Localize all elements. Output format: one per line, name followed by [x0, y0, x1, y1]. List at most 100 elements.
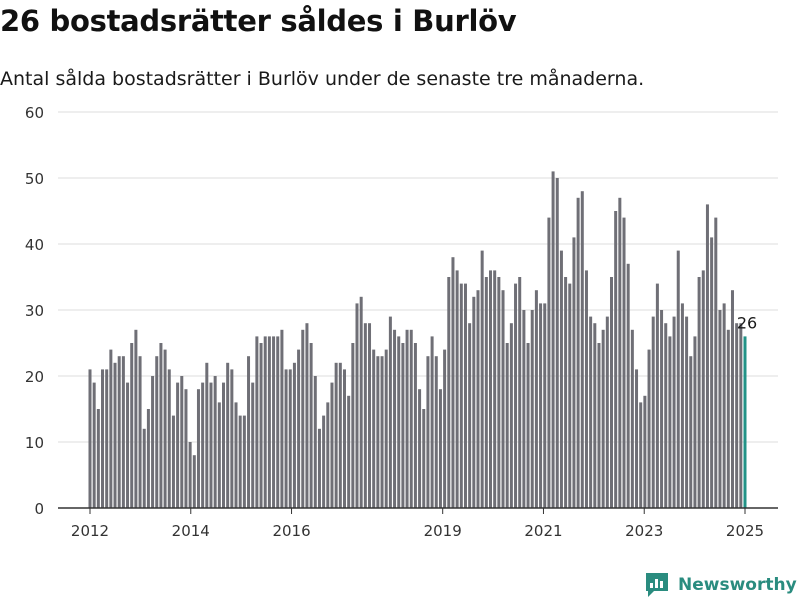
bar-chart: 0 10 20 30 40 50 60 26 2012 2014 2016 2019 2021 2023 2…: [25, 104, 778, 540]
bar: [564, 277, 568, 508]
bar: [384, 349, 388, 508]
x-tick-label: 2021: [524, 522, 562, 540]
bar: [514, 283, 518, 508]
bar: [714, 217, 718, 508]
bar: [88, 369, 92, 508]
bar: [155, 356, 159, 508]
newsworthy-logo: Newsworthy: [644, 570, 797, 600]
bar: [505, 343, 509, 508]
bar: [117, 356, 121, 508]
x-tick-label: 2025: [726, 522, 764, 540]
y-tick-label: 40: [25, 236, 44, 254]
bar: [397, 336, 401, 508]
bar: [730, 290, 734, 508]
newsworthy-logo-text: Newsworthy: [678, 575, 797, 595]
bar: [242, 415, 246, 508]
bar: [201, 382, 205, 508]
bar: [196, 389, 200, 508]
bar: [455, 270, 459, 508]
bar: [151, 376, 155, 508]
bar: [355, 303, 359, 508]
bar: [263, 336, 267, 508]
x-tick-label: 2023: [625, 522, 663, 540]
bar: [647, 349, 651, 508]
bar: [589, 316, 593, 508]
bar: [180, 376, 184, 508]
bar: [376, 356, 380, 508]
bar: [126, 382, 130, 508]
bar: [459, 283, 463, 508]
bar: [534, 290, 538, 508]
bar: [351, 343, 355, 508]
bar: [272, 336, 276, 508]
bar: [247, 356, 251, 508]
bar: [572, 237, 576, 508]
bar: [639, 402, 643, 508]
bar: [605, 316, 609, 508]
bar: [305, 323, 309, 508]
bar: [693, 336, 697, 508]
bar: [330, 382, 334, 508]
x-tick-label: 2016: [272, 522, 310, 540]
bar: [576, 197, 580, 509]
bar: [630, 329, 634, 508]
x-tick-label: 2019: [424, 522, 462, 540]
bar: [92, 382, 96, 508]
y-tick-label: 50: [25, 170, 44, 188]
bar: [372, 349, 376, 508]
bar: [209, 382, 213, 508]
bar: [584, 270, 588, 508]
bar: [618, 197, 622, 509]
bar: [130, 343, 134, 508]
bar: [188, 442, 192, 508]
bar: [484, 277, 488, 508]
bar: [451, 257, 455, 508]
y-tick-label: 20: [25, 368, 44, 386]
bar: [593, 323, 597, 508]
bar: [489, 270, 493, 508]
bar: [167, 369, 171, 508]
bar: [422, 409, 426, 508]
bar: [176, 382, 180, 508]
bar: [213, 376, 217, 508]
bar: [234, 402, 238, 508]
bar: [109, 349, 113, 508]
bar: [255, 336, 259, 508]
bar: [347, 395, 351, 508]
bar: [468, 323, 472, 508]
bar: [705, 204, 709, 508]
bar: [472, 296, 476, 508]
y-tick-label: 0: [34, 500, 44, 518]
bar: [317, 428, 321, 508]
bar: [409, 329, 413, 508]
bar: [434, 356, 438, 508]
bar: [680, 303, 684, 508]
bar: [134, 329, 138, 508]
bar: [522, 310, 526, 508]
bar: [655, 283, 659, 508]
bar: [651, 316, 655, 508]
bar: [342, 369, 346, 508]
bar: [509, 323, 513, 508]
bar: [543, 303, 547, 508]
bar: [292, 362, 296, 508]
bar: [580, 191, 584, 508]
bar: [643, 395, 647, 508]
bar: [388, 316, 392, 508]
bar: [480, 250, 484, 508]
bar: [226, 362, 230, 508]
bar: [735, 323, 739, 508]
chart-title: 26 bostadsrätter såldes i Burlöv: [0, 4, 517, 38]
bar: [121, 356, 125, 508]
bar: [501, 290, 505, 508]
bar: [547, 217, 551, 508]
bar: [718, 310, 722, 508]
bar: [518, 277, 522, 508]
bar: [689, 356, 693, 508]
bar: [530, 310, 534, 508]
bar: [276, 336, 280, 508]
bar: [697, 277, 701, 508]
bar: [205, 362, 209, 508]
bar: [668, 336, 672, 508]
bar: [238, 415, 242, 508]
